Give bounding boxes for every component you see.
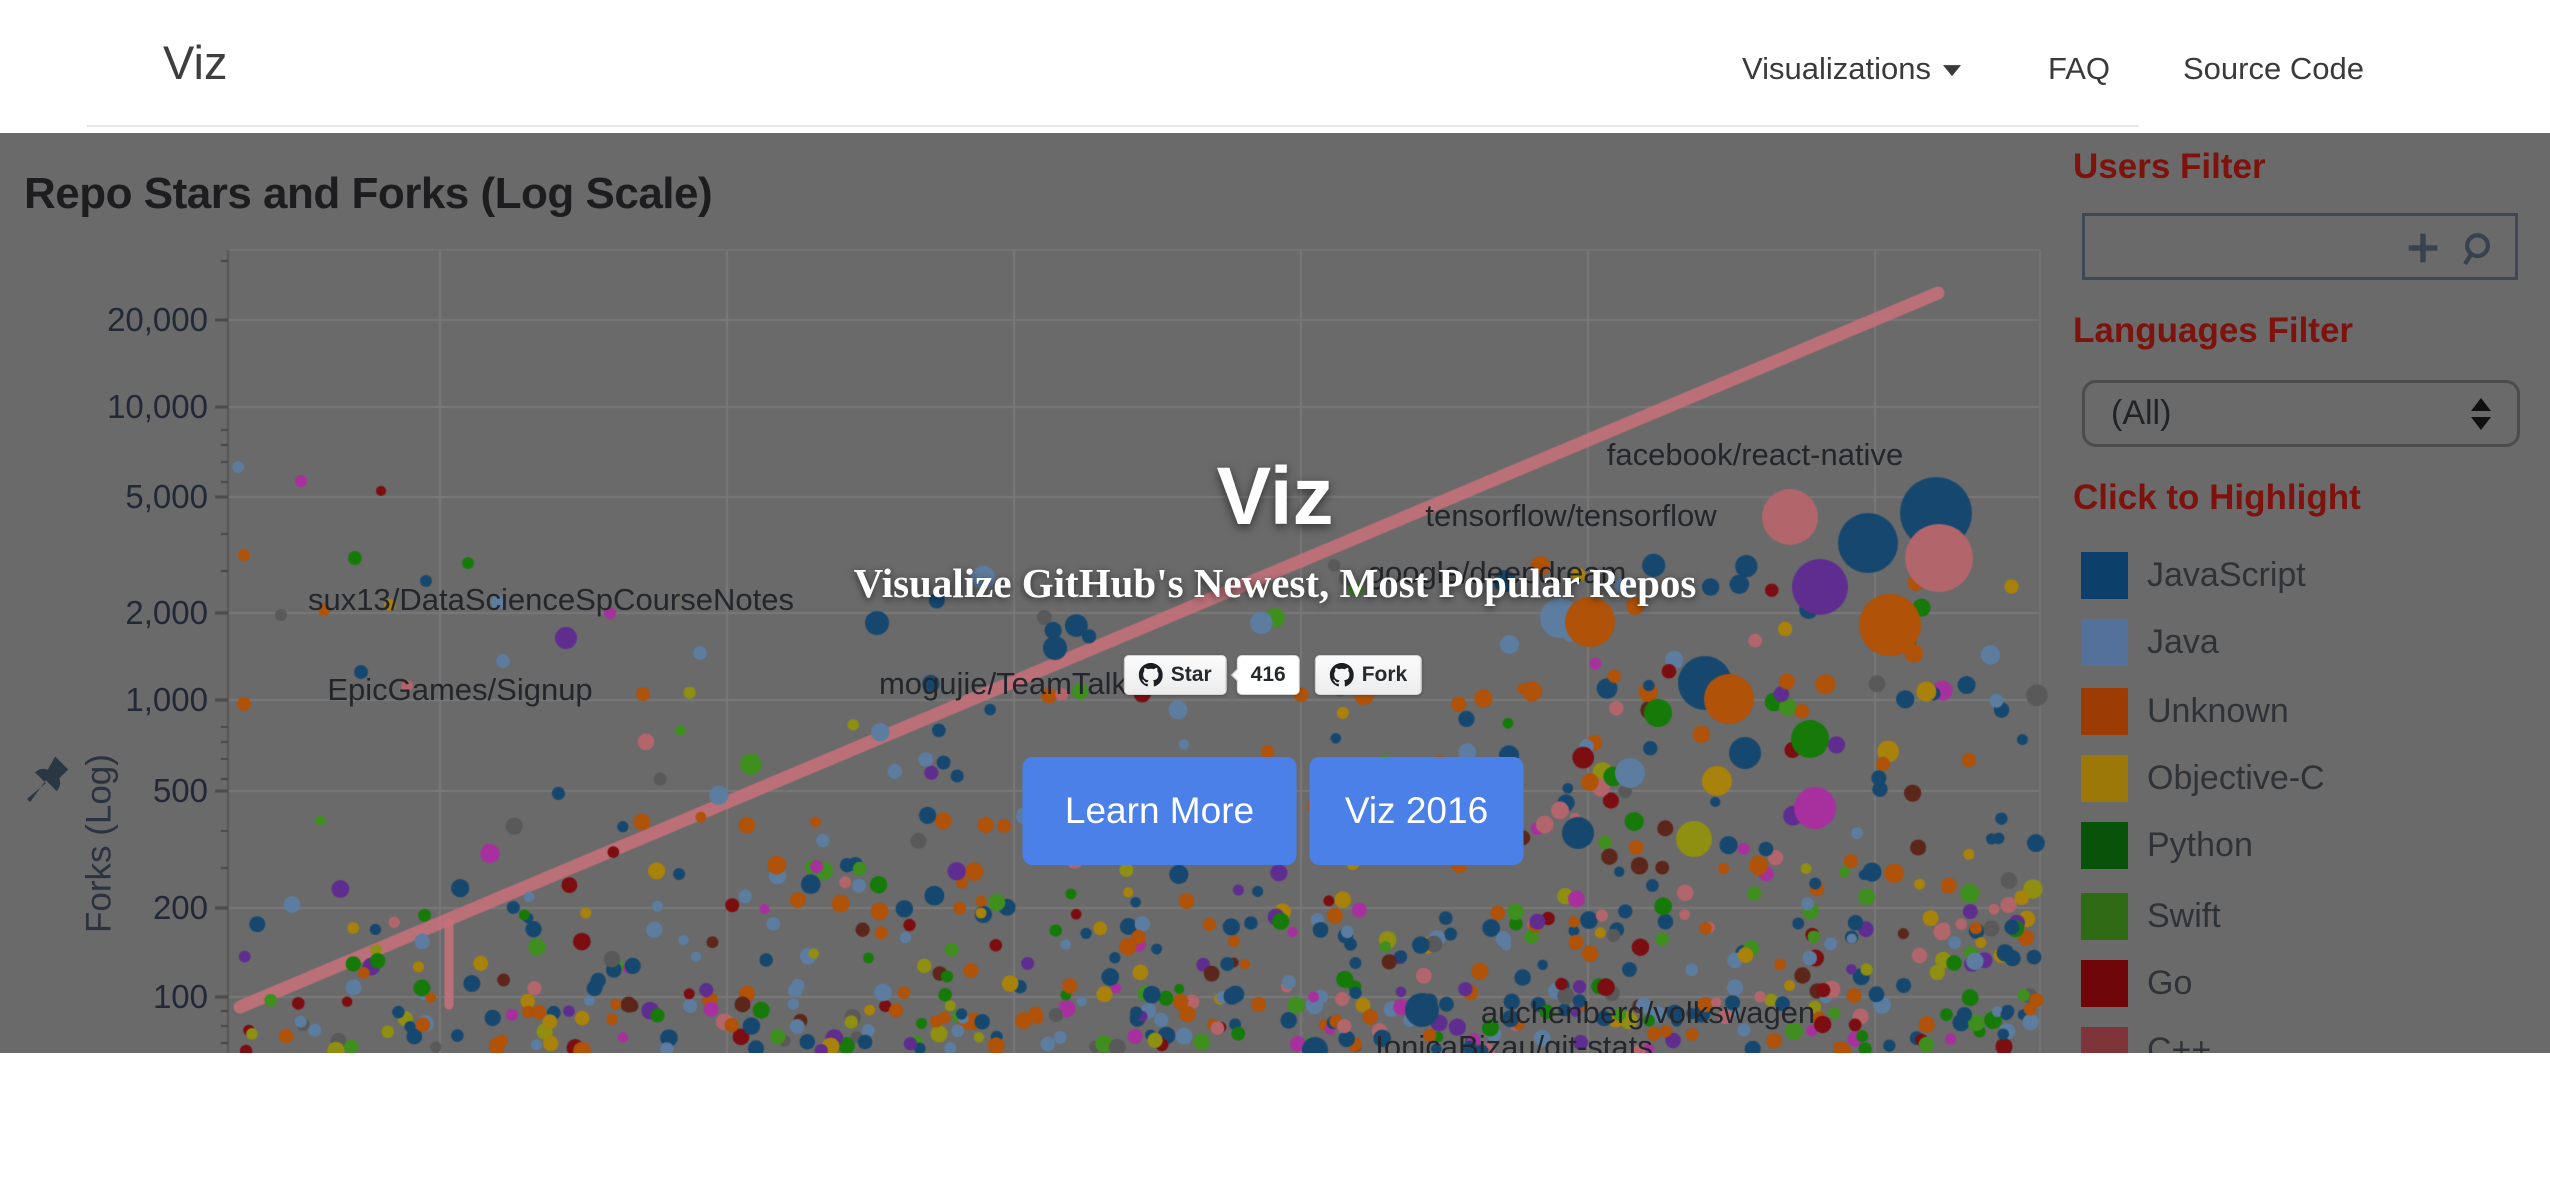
repo-label[interactable]: google/deepdream (1367, 555, 1627, 590)
legend-label: Swift (2147, 897, 2221, 935)
nav-item-visualizations[interactable]: Visualizations (1742, 51, 1961, 87)
legend-item-python[interactable]: Python (2081, 822, 2253, 869)
legend-label: Go (2147, 964, 2193, 1002)
search-icon[interactable] (2460, 229, 2500, 274)
legend-item-objective-c[interactable]: Objective-C (2081, 755, 2325, 802)
hero-title: Viz (1216, 451, 1334, 542)
viz-section: Repo Stars and Forks (Log Scale) 20,000 1… (0, 133, 2550, 1053)
y-tick-label: 10,000 (107, 388, 208, 425)
legend-swatch (2081, 893, 2128, 940)
users-filter-input[interactable] (2082, 213, 2518, 280)
legend-item-c-[interactable]: C++ (2081, 1027, 2211, 1053)
y-tick-label: 200 (152, 889, 208, 926)
viz-2016-button[interactable]: Viz 2016 (1309, 757, 1524, 865)
legend-item-go[interactable]: Go (2081, 960, 2192, 1007)
select-spinner-icon (2471, 397, 2491, 430)
repo-label[interactable]: mogujie/TeamTalk (878, 666, 1128, 701)
repo-label[interactable]: tensorflow/tensorflow (1425, 498, 1717, 533)
y-tick-label: 100 (152, 978, 208, 1015)
nav-item-source-code[interactable]: Source Code (2183, 50, 2364, 86)
y-axis-title: Forks (Log) (79, 754, 119, 933)
github-fork-button[interactable]: Fork (1314, 655, 1423, 695)
y-tick-label: 2,000 (125, 594, 208, 631)
legend-label: Unknown (2147, 692, 2289, 730)
github-buttons-row: Star 416 Fork (1123, 655, 1423, 695)
legend-label: Python (2147, 826, 2253, 864)
chevron-down-icon (1942, 64, 1961, 76)
legend-swatch (2081, 822, 2128, 869)
learn-more-button[interactable]: Learn More (1022, 757, 1297, 865)
legend-label: C++ (2147, 1031, 2212, 1053)
y-tick-label: 500 (152, 772, 208, 809)
legend-swatch (2081, 960, 2128, 1007)
github-fork-label: Fork (1361, 663, 1408, 686)
top-navbar: Viz Visualizations FAQ Source Code (0, 0, 2550, 133)
github-star-label: Star (1170, 663, 1212, 686)
legend-item-java[interactable]: Java (2081, 619, 2219, 666)
repo-label[interactable]: facebook/react-native (1606, 437, 1904, 472)
github-star-count[interactable]: 416 (1236, 655, 1300, 695)
users-filter-heading: Users Filter (2073, 147, 2266, 186)
repo-label[interactable]: IonicaBizau/git-stats (1375, 1029, 1653, 1053)
brand-logo[interactable]: Viz (163, 35, 228, 89)
languages-filter-heading: Languages Filter (2073, 311, 2354, 350)
navbar-divider (87, 125, 2139, 127)
filters-sidebar: Users Filter Languages Filter (All) Clic… (0, 133, 2550, 1053)
add-user-icon[interactable] (2404, 229, 2442, 272)
legend-swatch (2081, 552, 2128, 599)
legend-swatch (2081, 619, 2128, 666)
legend-swatch (2081, 688, 2128, 735)
legend-item-unknown[interactable]: Unknown (2081, 688, 2289, 735)
github-octocat-icon (1329, 663, 1354, 687)
y-tick-label: 20,000 (107, 301, 208, 338)
nav-visualizations-label: Visualizations (1742, 50, 1931, 86)
nav-item-faq[interactable]: FAQ (2048, 50, 2111, 86)
hero-subtitle: Visualize GitHub's Newest, Most Popular … (853, 560, 1697, 606)
legend-item-swift[interactable]: Swift (2081, 893, 2221, 940)
pin-icon[interactable] (22, 755, 74, 812)
chart-title: Repo Stars and Forks (Log Scale) (24, 169, 713, 218)
legend-label: JavaScript (2147, 556, 2306, 594)
page-footer-space (0, 1053, 2550, 1190)
cta-buttons-row: Learn More Viz 2016 (1022, 757, 1524, 865)
y-tick-label: 5,000 (125, 478, 208, 515)
legend-item-javascript[interactable]: JavaScript (2081, 552, 2306, 599)
y-tick-label: 1,000 (125, 681, 208, 718)
language-select[interactable]: (All) (2082, 380, 2520, 447)
repo-label[interactable]: EpicGames/Signup (327, 672, 593, 707)
repo-label[interactable]: auchenberg/volkswagen (1480, 995, 1816, 1030)
legend-swatch (2081, 1027, 2128, 1053)
click-to-highlight-heading: Click to Highlight (2073, 478, 2361, 517)
legend-label: Java (2147, 623, 2219, 661)
legend-label: Objective-C (2147, 759, 2325, 797)
legend-swatch (2081, 755, 2128, 802)
github-octocat-icon (1138, 663, 1163, 687)
github-star-button[interactable]: Star (1123, 655, 1227, 695)
language-select-value: (All) (2111, 394, 2172, 432)
repo-label[interactable]: sux13/DataScienceSpCourseNotes (308, 582, 794, 617)
hero-overlay: Viz Visualize GitHub's Newest, Most Popu… (0, 133, 2550, 1053)
